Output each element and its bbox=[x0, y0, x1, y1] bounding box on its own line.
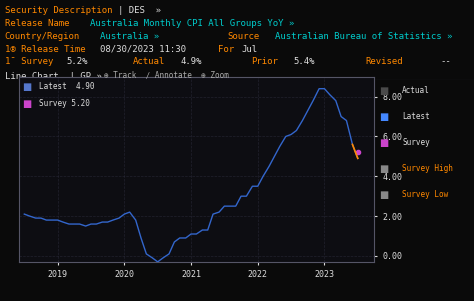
Text: Latest  4.90: Latest 4.90 bbox=[38, 82, 94, 91]
Text: --: -- bbox=[441, 57, 452, 67]
Text: ⊕ Track  ∕ Annotate  ⊕ Zoom: ⊕ Track ∕ Annotate ⊕ Zoom bbox=[104, 70, 229, 79]
Text: | DES  »: | DES » bbox=[118, 6, 162, 15]
Text: Prior: Prior bbox=[251, 57, 278, 67]
Text: For: For bbox=[218, 45, 234, 54]
Text: 4.9%: 4.9% bbox=[180, 57, 201, 67]
Text: ■: ■ bbox=[379, 86, 389, 96]
Text: ■: ■ bbox=[23, 99, 32, 109]
Text: Revised: Revised bbox=[365, 57, 402, 67]
Text: 5.4%: 5.4% bbox=[294, 57, 315, 67]
Text: Australia Monthly CPI All Groups YoY »: Australia Monthly CPI All Groups YoY » bbox=[90, 19, 294, 28]
Text: Latest: Latest bbox=[402, 112, 430, 121]
Text: Country/Region: Country/Region bbox=[5, 32, 80, 41]
Text: Security Description: Security Description bbox=[5, 6, 112, 15]
Text: ■: ■ bbox=[379, 112, 389, 122]
Text: Actual: Actual bbox=[402, 86, 430, 95]
Text: Actual: Actual bbox=[133, 57, 165, 67]
Text: 1¯ Survey: 1¯ Survey bbox=[5, 57, 53, 67]
Text: Australia »: Australia » bbox=[100, 32, 159, 41]
Text: ■: ■ bbox=[379, 164, 389, 174]
Text: Australian Bureau of Statistics »: Australian Bureau of Statistics » bbox=[275, 32, 452, 41]
Text: ■: ■ bbox=[379, 190, 389, 200]
Text: Survey Low: Survey Low bbox=[402, 190, 448, 199]
Text: ■: ■ bbox=[379, 138, 389, 148]
Text: Release Name: Release Name bbox=[5, 19, 69, 28]
Text: Line Chart  | GP »: Line Chart | GP » bbox=[5, 72, 101, 81]
Text: ■: ■ bbox=[23, 82, 32, 92]
Text: Survey 5.20: Survey 5.20 bbox=[38, 99, 90, 108]
Text: Survey: Survey bbox=[402, 138, 430, 147]
Text: Jul: Jul bbox=[242, 45, 258, 54]
Text: Source: Source bbox=[228, 32, 260, 41]
Text: 5.2%: 5.2% bbox=[66, 57, 88, 67]
Text: Survey High: Survey High bbox=[402, 164, 453, 173]
Text: 08/30/2023 11:30: 08/30/2023 11:30 bbox=[100, 45, 185, 54]
Text: 1® Release Time: 1® Release Time bbox=[5, 45, 85, 54]
